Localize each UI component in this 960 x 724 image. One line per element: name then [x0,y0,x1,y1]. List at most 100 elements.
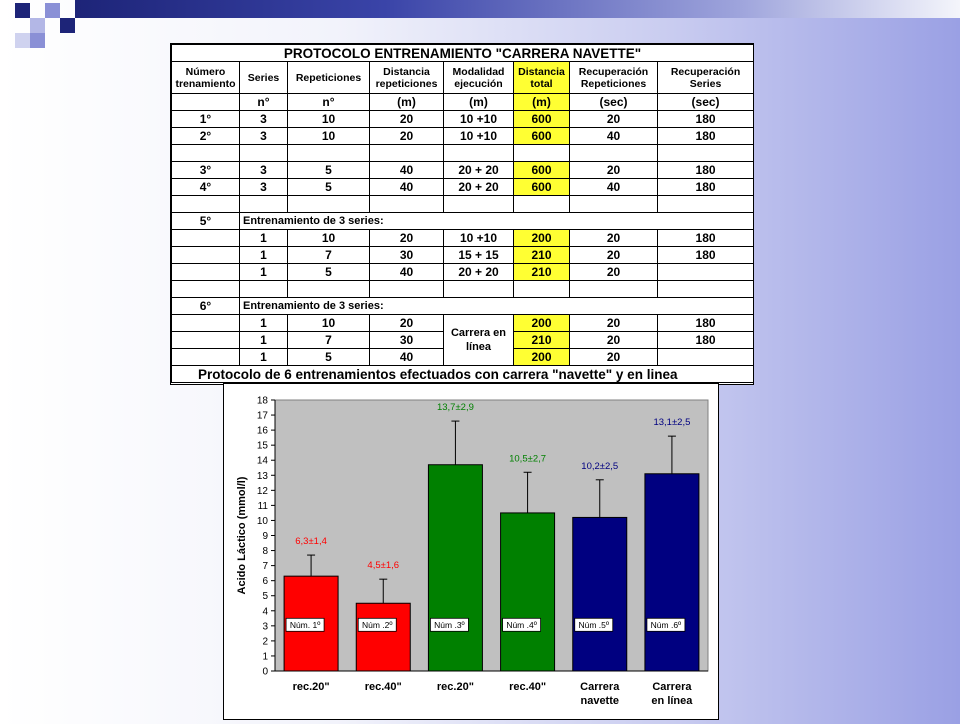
empty-cell [287,195,370,213]
table-cell: 600 [513,178,570,196]
table-row: 2° 3 10 20 10 +10 600 40 180 [171,127,755,145]
y-tick-label: 9 [262,531,268,542]
plot-area [274,399,709,672]
y-tick-label: 10 [257,516,269,527]
y-tick-label: 1 [262,651,268,662]
empty-cell [443,280,514,298]
table-cell: 1 [239,348,288,366]
column-header: Recuperación Repeticiones [569,61,658,94]
table-cell: 20 [569,331,658,349]
table-cell: 4° [171,178,240,196]
table-cell: 1 [239,314,288,332]
bar-tag-box [646,617,686,632]
table-cell: 7 [287,331,370,349]
table-cell: 180 [656,161,755,179]
x-category-label: Carrera navette [580,681,620,707]
decor-square-5 [30,33,45,48]
table-row: 1 10 20 10 +10 200 20 180 [171,229,755,247]
y-tick-label: 4 [262,606,268,617]
table-cell: 180 [656,314,755,332]
empty-cell [443,144,514,162]
empty-cell [656,144,755,162]
empty-cell [239,195,288,213]
table-cell: 20 [569,246,658,264]
table-cell: 20 [569,110,658,128]
decor-square-3 [30,18,45,33]
table-cell: 10 +10 [443,110,514,128]
table-cell: 210 [513,263,570,281]
y-tick-label: 16 [257,426,269,437]
empty-cell [569,280,658,298]
empty-cell [287,144,370,162]
table-cell: 20 [569,348,658,366]
table-cell: 1 [239,263,288,281]
table-cell: 180 [656,178,755,196]
empty-cell [369,280,444,298]
y-tick-label: 6 [262,576,268,587]
table-cell: 20 [369,110,444,128]
table-cell: 5 [287,348,370,366]
decor-square-1 [15,3,30,18]
empty-cell [239,144,288,162]
y-tick-label: 12 [257,486,269,497]
column-header: Distancia total [513,61,570,94]
table-row: 1 7 30 210 20 180 [171,331,755,349]
table-cell [171,263,240,281]
bar-tag: Núm .3º [434,620,465,630]
table-cell: 20 [369,314,444,332]
section-number: 6° [171,297,240,315]
table-cell [171,246,240,264]
section-row: 6° Entrenamiento de 3 series: [171,297,755,315]
y-tick-label: 7 [262,561,268,572]
table-cell: 180 [656,331,755,349]
unit-cell: n° [287,93,370,111]
table-cell: 180 [656,229,755,247]
decor-square-2 [45,3,60,18]
table-cell: 40 [569,127,658,145]
empty-cell [513,280,570,298]
decor-square-6 [60,18,75,33]
table-cell: 180 [656,246,755,264]
empty-cell [369,144,444,162]
footer-row: Protocolo de 6 entrenamientos efectuados… [170,365,755,383]
x-category-label: Carrera en línea [651,681,693,707]
bar-tag: Núm .6º [651,620,682,630]
table-cell [171,331,240,349]
unit-cell: (sec) [569,93,658,111]
table-row: 1 7 30 15 + 15 210 20 180 [171,246,755,264]
spacer-row [171,144,755,162]
column-header: Recuperación Series [656,61,755,94]
table-cell: 20 + 20 [443,178,514,196]
x-category-label: rec.20" [293,681,330,693]
x-category-label: rec.20" [437,681,474,693]
column-header: Distancia repeticiones [369,61,444,94]
table-cell: 20 + 20 [443,263,514,281]
table-cell: 1 [239,331,288,349]
y-tick-label: 18 [257,396,269,407]
table-cell: 40 [369,263,444,281]
table-cell: 30 [369,331,444,349]
table-cell: 40 [369,348,444,366]
table-cell: 210 [513,331,570,349]
y-tick-label: 0 [262,667,268,678]
table-row: 1° 3 10 20 10 +10 600 20 180 [171,110,755,128]
data-label: 10,5±2,7 [509,453,546,464]
empty-cell [513,195,570,213]
table-row: 1 10 20 Carrera en línea 200 20 180 [171,314,755,366]
table-cell [171,314,240,332]
bar-tag-box [430,617,469,632]
table-cell: 40 [369,178,444,196]
table-cell: 2° [171,127,240,145]
unit-cell: (sec) [656,93,755,111]
table-cell: 1° [171,110,240,128]
y-tick-label: 17 [257,411,269,422]
empty-cell [287,280,370,298]
column-header: Series [239,61,288,94]
table-cell: 200 [513,348,570,366]
lactic-acid-chart: 0 1 2 3 4 5 6 7 8 9 10 11 12 13 14 15 16 17 18 Acido Láctic… [223,383,719,720]
table-row: 4° 3 5 40 20 + 20 600 40 180 [171,178,755,196]
y-tick-label: 3 [262,621,268,632]
table-cell: 15 + 15 [443,246,514,264]
table-cell: 40 [569,178,658,196]
table-cell: 210 [513,246,570,264]
